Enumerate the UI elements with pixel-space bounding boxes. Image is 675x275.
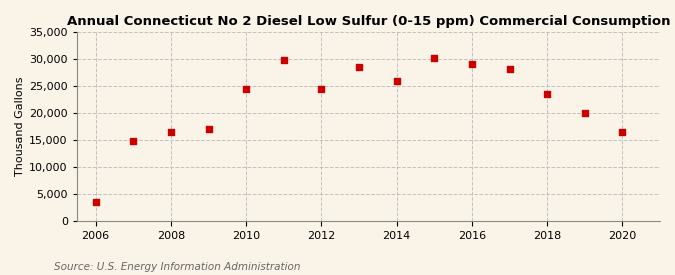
Point: [429, 56, 439, 60]
Point: [278, 58, 289, 62]
Point: [466, 62, 477, 67]
Point: [392, 78, 402, 83]
Point: [203, 127, 214, 131]
Point: [354, 65, 364, 69]
Point: [504, 67, 515, 71]
Point: [128, 139, 138, 143]
Point: [316, 86, 327, 91]
Point: [241, 86, 252, 91]
Text: Source: U.S. Energy Information Administration: Source: U.S. Energy Information Administ…: [54, 262, 300, 272]
Point: [165, 130, 176, 134]
Title: Annual Connecticut No 2 Diesel Low Sulfur (0-15 ppm) Commercial Consumption: Annual Connecticut No 2 Diesel Low Sulfu…: [67, 15, 670, 28]
Point: [542, 91, 553, 96]
Y-axis label: Thousand Gallons: Thousand Gallons: [15, 77, 25, 176]
Point: [90, 200, 101, 204]
Point: [579, 111, 590, 115]
Point: [617, 130, 628, 134]
